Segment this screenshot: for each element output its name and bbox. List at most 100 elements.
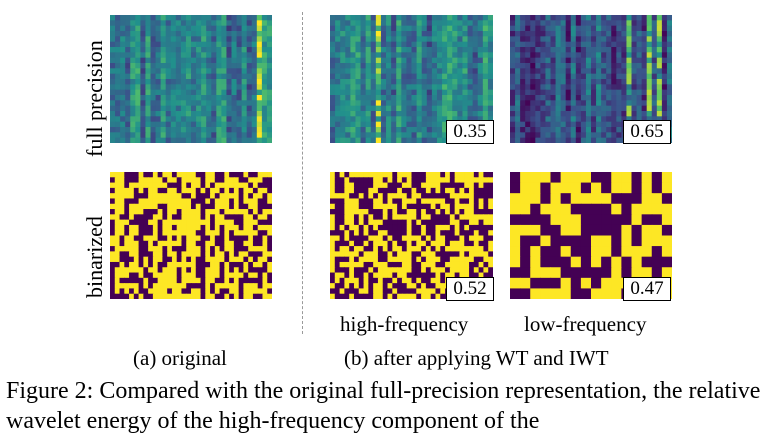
- heatmap-cell: [110, 277, 116, 284]
- heatmap-cell: [196, 68, 202, 75]
- heatmap-cell: [591, 31, 597, 37]
- heatmap-cell: [363, 240, 369, 247]
- heatmap-cell: [145, 47, 152, 53]
- heatmap-cell: [345, 52, 351, 59]
- heatmap-cell: [256, 105, 263, 112]
- heatmap-cell: [345, 68, 351, 75]
- heatmap-cell: [375, 68, 382, 75]
- heatmap-cell: [196, 132, 202, 139]
- heatmap-cell: [656, 111, 663, 117]
- heatmap-cell: [181, 235, 187, 242]
- heatmap-cell: [344, 203, 350, 210]
- heatmap-cell: [344, 187, 350, 194]
- heatmap-cell: [110, 132, 116, 139]
- heatmap-cell: [119, 235, 125, 242]
- heatmap-cell: [125, 89, 131, 96]
- heatmap-cell: [477, 116, 484, 123]
- heatmap-cell: [143, 261, 149, 268]
- heatmap-cell: [631, 20, 638, 27]
- heatmap-cell: [447, 84, 453, 91]
- heatmap-cell: [167, 283, 173, 290]
- heatmap-cell: [401, 230, 408, 237]
- heatmap-cell: [459, 172, 465, 178]
- heatmap-cell: [396, 111, 402, 117]
- heatmap-cell: [392, 277, 398, 284]
- heatmap-cell: [406, 47, 413, 53]
- heatmap-cell: [214, 198, 221, 205]
- heatmap-cell: [129, 272, 135, 279]
- heatmap-cell: [469, 214, 475, 221]
- heatmap-cell: [180, 132, 187, 139]
- heatmap-cell: [601, 132, 607, 139]
- heatmap-cell: [148, 219, 154, 226]
- heatmap-cell: [411, 193, 417, 200]
- heatmap-cell: [616, 95, 622, 101]
- heatmap-cell: [392, 251, 398, 258]
- heatmap-cell: [661, 95, 668, 101]
- heatmap-cell: [440, 293, 446, 299]
- heatmap-cell: [355, 57, 362, 64]
- heatmap-cell: [344, 193, 350, 200]
- heatmap-cell: [350, 132, 357, 139]
- heatmap-cell: [120, 36, 126, 43]
- heatmap-cell: [125, 105, 131, 112]
- heatmap-cell: [120, 47, 126, 53]
- heatmap-cell: [392, 209, 398, 215]
- heatmap-cell: [575, 95, 582, 101]
- heatmap-cell: [229, 251, 235, 258]
- heatmap-cell: [520, 63, 526, 69]
- heatmap-cell: [580, 84, 587, 91]
- heatmap-cell: [360, 52, 367, 59]
- heatmap-cell: [219, 230, 225, 237]
- heatmap-cell: [487, 36, 493, 43]
- heatmap-cell: [160, 47, 167, 53]
- heatmap-cell: [591, 20, 597, 27]
- heatmap-cell: [651, 84, 658, 91]
- heatmap-cell: [565, 111, 572, 117]
- heatmap-cell: [462, 89, 469, 96]
- heatmap-cell: [411, 203, 417, 210]
- heatmap-cell: [596, 73, 602, 80]
- heatmap-cell: [445, 230, 451, 237]
- heatmap-cell: [175, 20, 182, 27]
- heatmap-cell: [440, 219, 446, 226]
- heatmap-cell: [483, 182, 489, 189]
- heatmap-cell: [616, 57, 622, 64]
- heatmap-cell: [396, 15, 402, 21]
- heatmap-cell: [462, 105, 469, 112]
- heatmap-cell: [246, 79, 253, 85]
- heatmap-cell: [606, 105, 612, 112]
- heatmap-cell: [565, 20, 572, 27]
- heatmap-cell: [442, 79, 448, 85]
- heatmap-cell: [340, 121, 346, 128]
- heatmap-cell: [229, 256, 235, 263]
- heatmap-cell: [585, 132, 592, 139]
- heatmap-cell: [510, 193, 521, 205]
- heatmap-cell: [266, 84, 272, 91]
- heatmap-cell: [375, 121, 382, 128]
- heatmap-cell: [214, 193, 221, 200]
- heatmap-cell: [363, 219, 369, 226]
- heatmap-cell: [515, 137, 521, 143]
- heatmap-cell: [575, 121, 582, 128]
- heatmap-cell: [425, 214, 432, 221]
- heatmap-cell: [477, 111, 484, 117]
- heatmap-cell: [251, 100, 258, 107]
- heatmap-cell: [162, 214, 168, 221]
- heatmap-cell: [256, 95, 263, 101]
- heatmap-cell: [457, 73, 464, 80]
- heatmap-cell: [167, 230, 173, 237]
- heatmap-cell: [626, 95, 633, 101]
- heatmap-cell: [621, 193, 633, 205]
- heatmap-cell: [135, 79, 141, 85]
- heatmap-cell: [560, 267, 572, 279]
- heatmap-cell: [646, 68, 653, 75]
- heatmap-cell: [421, 100, 428, 107]
- heatmap-cell: [114, 283, 121, 290]
- heatmap-cell: [447, 25, 453, 32]
- heatmap-cell: [370, 84, 377, 91]
- heatmap-cell: [368, 267, 374, 274]
- heatmap-cell: [205, 267, 211, 274]
- heatmap-cell: [401, 293, 408, 299]
- heatmap-cell: [651, 246, 663, 258]
